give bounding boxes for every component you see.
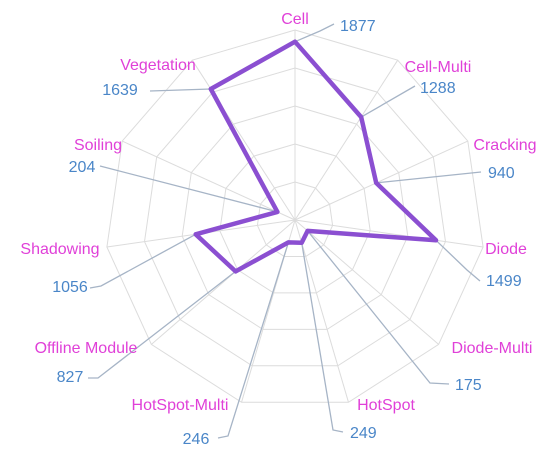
leader-line-2 [376, 171, 482, 184]
grid-spoke-5 [294, 219, 349, 403]
grid-ring-3 [181, 105, 409, 330]
value-label: 249 [350, 425, 377, 442]
category-label: Shadowing [20, 241, 99, 258]
value-label: 246 [183, 431, 210, 448]
data-point-4 [305, 228, 310, 233]
category-label: Cell-Multi [405, 59, 472, 76]
grid-spoke-2 [294, 140, 469, 221]
grid-spoke-1 [294, 59, 399, 221]
value-label: 1499 [486, 273, 522, 290]
grid-ring-5 [106, 29, 484, 403]
leader-line-6 [217, 242, 290, 439]
value-label: 204 [69, 159, 96, 176]
value-label: 940 [488, 165, 515, 182]
grid-spoke-3 [294, 219, 484, 248]
value-label: 175 [455, 377, 482, 394]
category-label: Cell [281, 11, 309, 28]
leader-line-8 [89, 233, 197, 289]
grid-spoke-7 [151, 219, 296, 345]
grid-ring-2 [219, 143, 371, 294]
category-label: Diode [485, 241, 527, 258]
data-point-1 [359, 115, 364, 120]
series-line [193, 39, 439, 274]
data-point-0 [293, 39, 297, 44]
value-label: 1639 [102, 82, 138, 99]
leader-line-3 [435, 239, 481, 282]
category-label: Offline Module [35, 340, 138, 357]
category-label: Cracking [473, 137, 536, 154]
category-label: HotSpot [357, 397, 415, 414]
data-point-9 [275, 209, 280, 214]
grid-ring-1 [256, 181, 334, 257]
leader-line-10 [149, 88, 211, 92]
category-label: Vegetation [120, 57, 196, 74]
data-point-6 [286, 240, 291, 245]
data-point-10 [208, 87, 213, 91]
data-point-3 [434, 238, 438, 243]
category-label: HotSpot-Multi [132, 397, 229, 414]
category-label: Soiling [74, 137, 122, 154]
value-label: 1056 [52, 279, 88, 296]
value-label: 827 [57, 369, 84, 386]
grid-ring-4 [143, 67, 447, 367]
data-point-7 [233, 269, 238, 274]
leader-line-4 [307, 230, 450, 385]
leader-line-7 [88, 270, 236, 379]
data-point-8 [193, 232, 198, 237]
category-label: Diode-Multi [452, 340, 533, 357]
grid-spoke-10 [191, 59, 296, 221]
leader-line-5 [301, 242, 344, 433]
data-point-5 [299, 240, 304, 245]
grid-spoke-4 [294, 219, 439, 345]
value-label: 1877 [340, 18, 376, 35]
leader-line-0 [294, 23, 335, 43]
leader-line-9 [99, 165, 278, 213]
leader-line-1 [360, 85, 416, 118]
grid-spoke-9 [121, 140, 296, 221]
value-label: 1288 [420, 80, 456, 97]
data-point-2 [374, 180, 379, 185]
